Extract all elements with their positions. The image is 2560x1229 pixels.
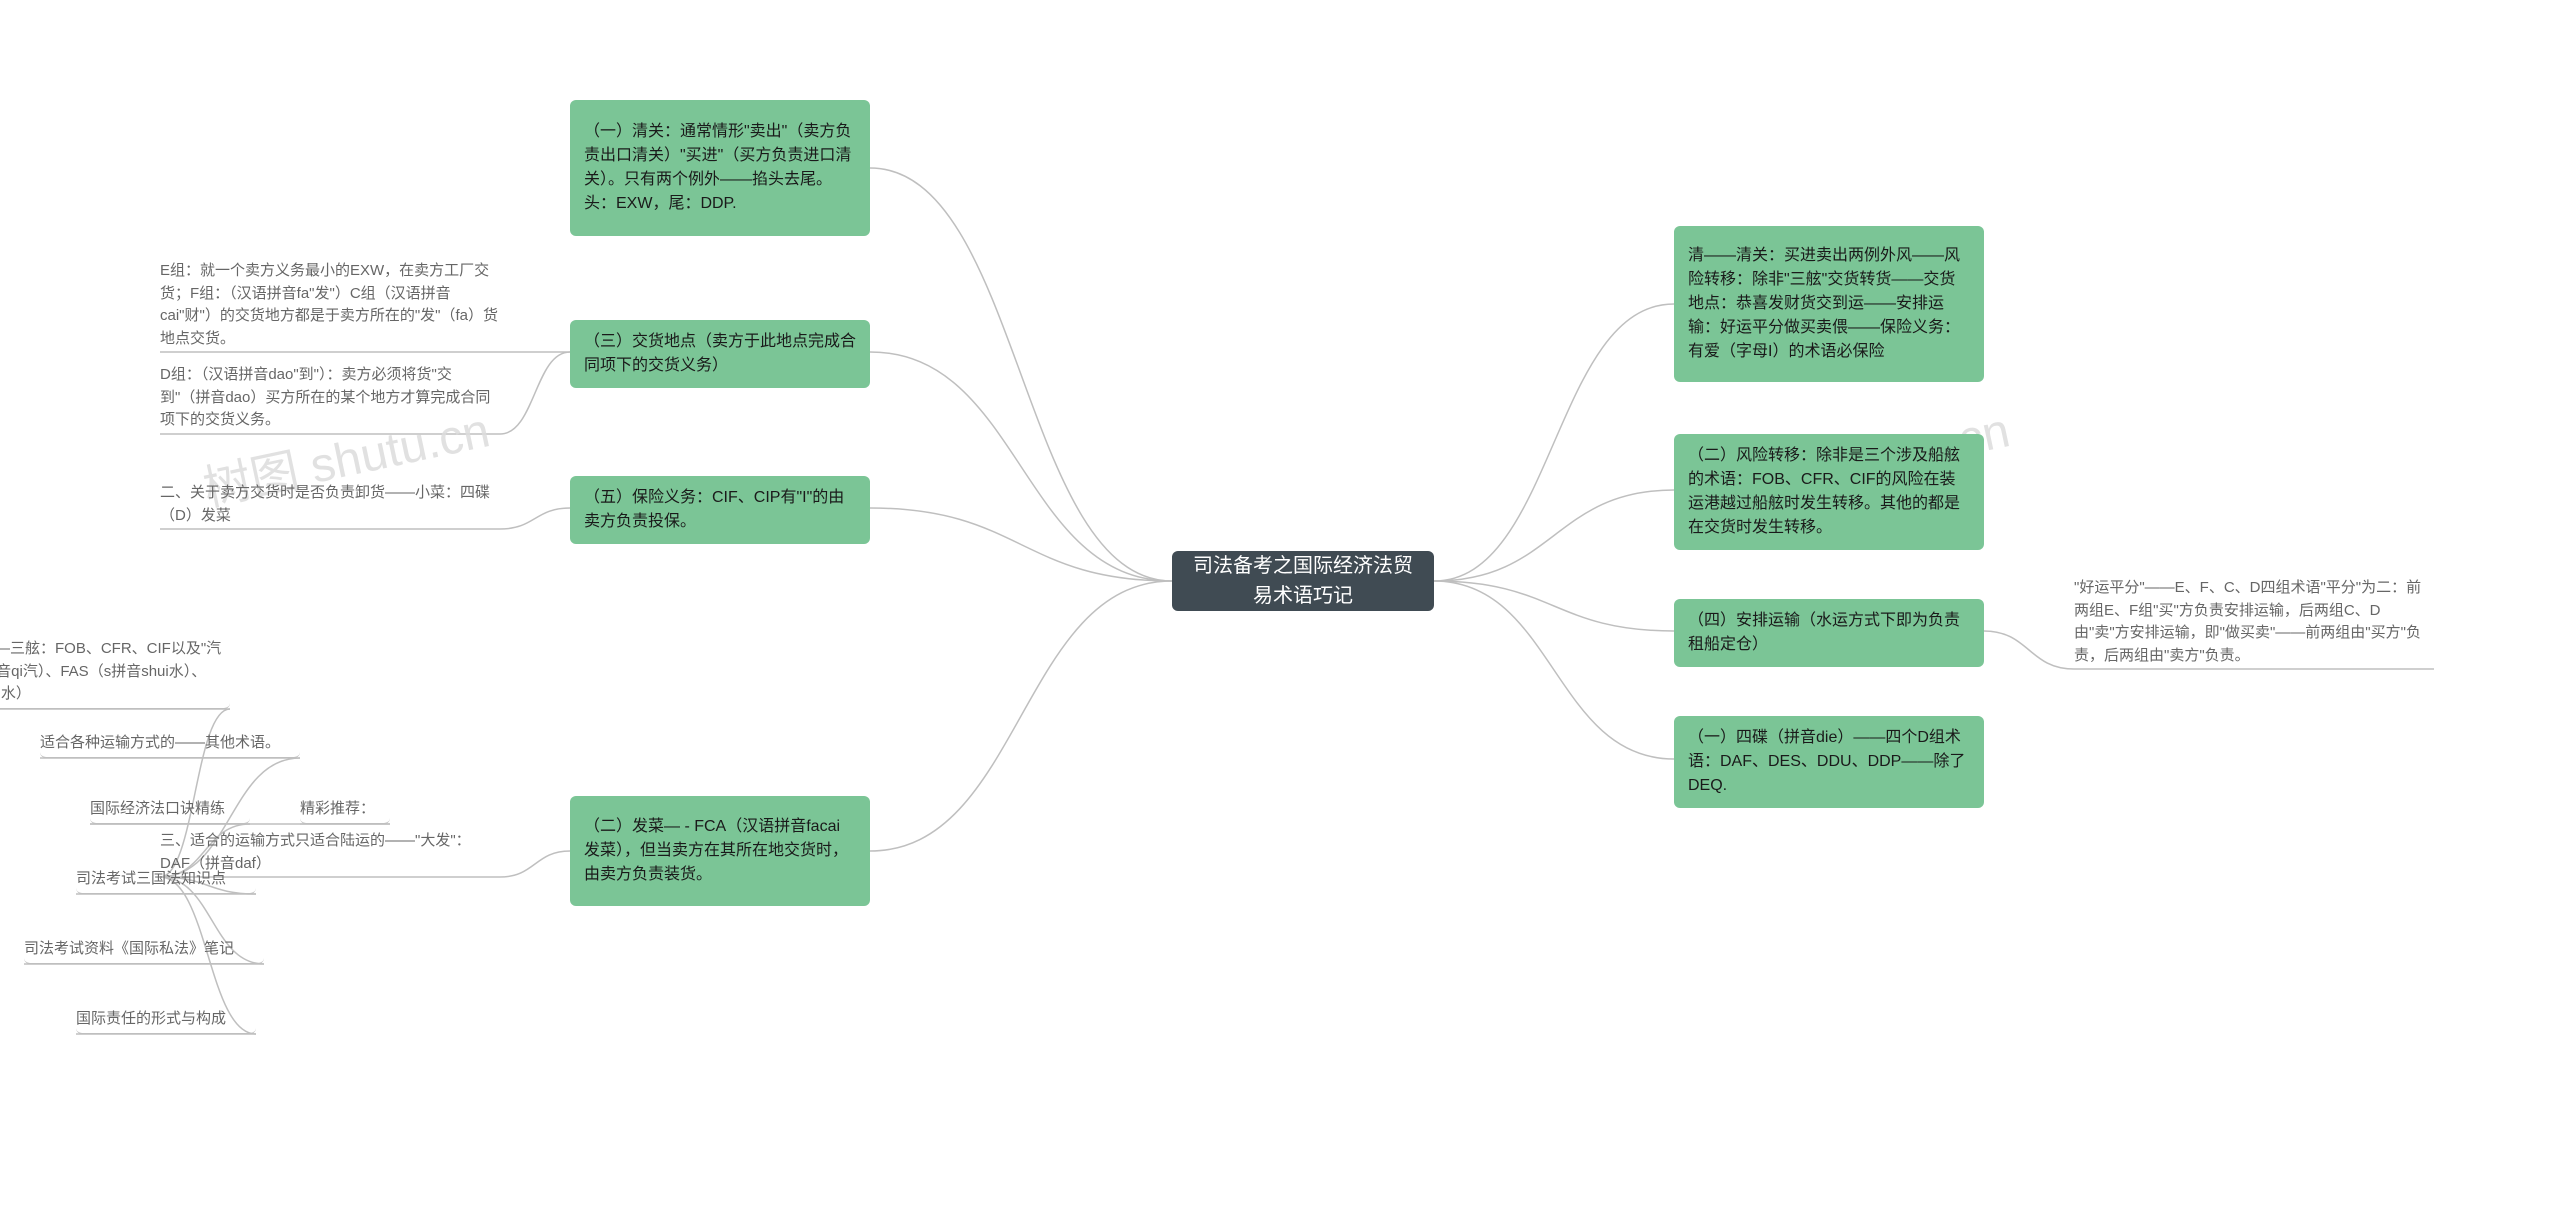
root-node: 司法备考之国际经济法贸易术语巧记: [1172, 551, 1434, 611]
branch-label: （二）发菜— - FCA（汉语拼音facai发菜），但当卖方在其所在地交货时，由…: [584, 815, 856, 887]
branch-label: （一）四碟（拼音die）——四个D组术语：DAF、DES、DDU、DDP——除了…: [1688, 726, 1970, 798]
branch-label: （三）交货地点（卖方于此地点完成合同项下的交货义务）: [584, 330, 856, 378]
branch-node: （四）安排运输（水运方式下即为负责租船定仓）: [1674, 599, 1984, 667]
leaf-node: 精彩推荐：: [300, 796, 390, 824]
leaf-label: 司法考试三国法知识点: [76, 868, 226, 891]
leaf-label: 司法考试资料《国际私法》笔记: [24, 938, 234, 961]
leaf-label: 只适合水运的——三舷：FOB、CFR、CIF以及"汽水"：DEQ（q拼音qi汽）…: [0, 638, 230, 706]
branch-node: （一）清关：通常情形"卖出"（卖方负责出口清关）"买进"（买方负责进口清关）。只…: [570, 100, 870, 236]
leaf-node: "好运平分"——E、F、C、D四组术语"平分"为二：前两组E、F组"买"方负责安…: [2074, 575, 2434, 669]
leaf-node: 司法考试三国法知识点: [76, 866, 256, 894]
leaf-node: 国际责任的形式与构成: [76, 1006, 256, 1034]
branch-label: （一）清关：通常情形"卖出"（卖方负责出口清关）"买进"（买方负责进口清关）。只…: [584, 120, 856, 216]
leaf-label: "好运平分"——E、F、C、D四组术语"平分"为二：前两组E、F组"买"方负责安…: [2074, 577, 2434, 667]
branch-node: （一）四碟（拼音die）——四个D组术语：DAF、DES、DDU、DDP——除了…: [1674, 716, 1984, 808]
branch-node: （三）交货地点（卖方于此地点完成合同项下的交货义务）: [570, 320, 870, 388]
branch-node: 清——清关：买进卖出两例外风——风险转移：除非"三舷"交货转货——交货地点：恭喜…: [1674, 226, 1984, 382]
leaf-label: 国际经济法口诀精练: [90, 798, 225, 821]
leaf-node: 只适合水运的——三舷：FOB、CFR、CIF以及"汽水"：DEQ（q拼音qi汽）…: [0, 636, 230, 709]
leaf-label: 二、关于卖方交货时是否负责卸货——小菜：四碟（D）发菜: [160, 482, 500, 527]
leaf-node: D组：（汉语拼音dao"到"）：卖方必须将货"交到"（拼音dao）买方所在的某个…: [160, 362, 500, 434]
branch-label: （五）保险义务：CIF、CIP有"I"的由卖方负责投保。: [584, 486, 856, 534]
leaf-node: 适合各种运输方式的——其他术语。: [40, 730, 300, 758]
leaf-label: 适合各种运输方式的——其他术语。: [40, 732, 280, 755]
branch-label: （四）安排运输（水运方式下即为负责租船定仓）: [1688, 609, 1970, 657]
leaf-node: 司法考试资料《国际私法》笔记: [24, 936, 264, 964]
leaf-label: E组：就一个卖方义务最小的EXW，在卖方工厂交货；F组：（汉语拼音fa"发"）C…: [160, 260, 500, 350]
leaf-node: 二、关于卖方交货时是否负责卸货——小菜：四碟（D）发菜: [160, 480, 500, 529]
leaf-label: 国际责任的形式与构成: [76, 1008, 226, 1031]
root-label: 司法备考之国际经济法贸易术语巧记: [1186, 551, 1420, 611]
leaf-label: 精彩推荐：: [300, 798, 375, 821]
branch-node: （二）发菜— - FCA（汉语拼音facai发菜），但当卖方在其所在地交货时，由…: [570, 796, 870, 906]
leaf-label: D组：（汉语拼音dao"到"）：卖方必须将货"交到"（拼音dao）买方所在的某个…: [160, 364, 500, 432]
leaf-node: E组：就一个卖方义务最小的EXW，在卖方工厂交货；F组：（汉语拼音fa"发"）C…: [160, 258, 500, 352]
branch-label: （二）风险转移：除非是三个涉及船舷的术语：FOB、CFR、CIF的风险在装运港越…: [1688, 444, 1970, 540]
branch-label: 清——清关：买进卖出两例外风——风险转移：除非"三舷"交货转货——交货地点：恭喜…: [1688, 244, 1970, 364]
branch-node: （五）保险义务：CIF、CIP有"I"的由卖方负责投保。: [570, 476, 870, 544]
leaf-node: 国际经济法口诀精练: [90, 796, 250, 824]
branch-node: （二）风险转移：除非是三个涉及船舷的术语：FOB、CFR、CIF的风险在装运港越…: [1674, 434, 1984, 550]
